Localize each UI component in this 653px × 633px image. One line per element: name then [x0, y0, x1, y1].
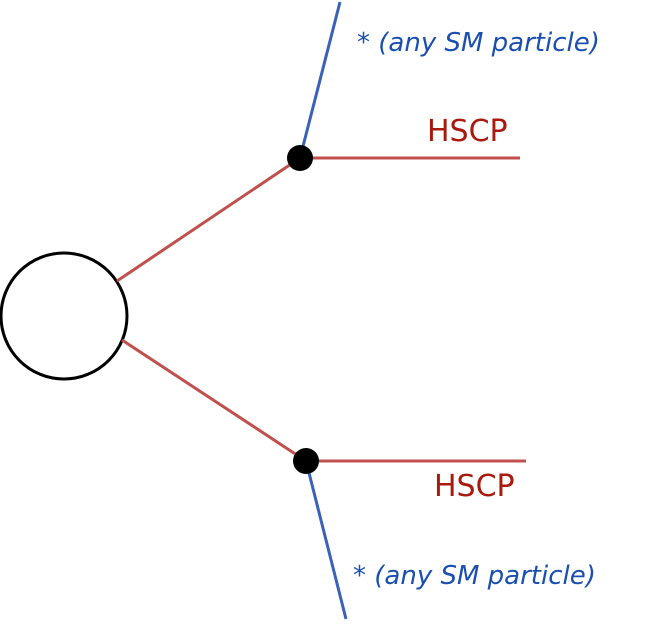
lower-propagator [121, 338, 307, 463]
upper-sm-label: * (any SM particle) [357, 28, 600, 58]
lower-sm-line [304, 460, 348, 620]
production-blob [0, 251, 129, 381]
upper-hscp-label: HSCP [427, 114, 508, 149]
upper-sm-line [298, 1, 342, 159]
upper-vertex [287, 145, 313, 171]
lower-vertex [293, 448, 319, 474]
lower-sm-label: * (any SM particle) [353, 561, 596, 591]
lower-hscp-label: HSCP [434, 469, 515, 504]
upper-propagator [116, 156, 301, 283]
